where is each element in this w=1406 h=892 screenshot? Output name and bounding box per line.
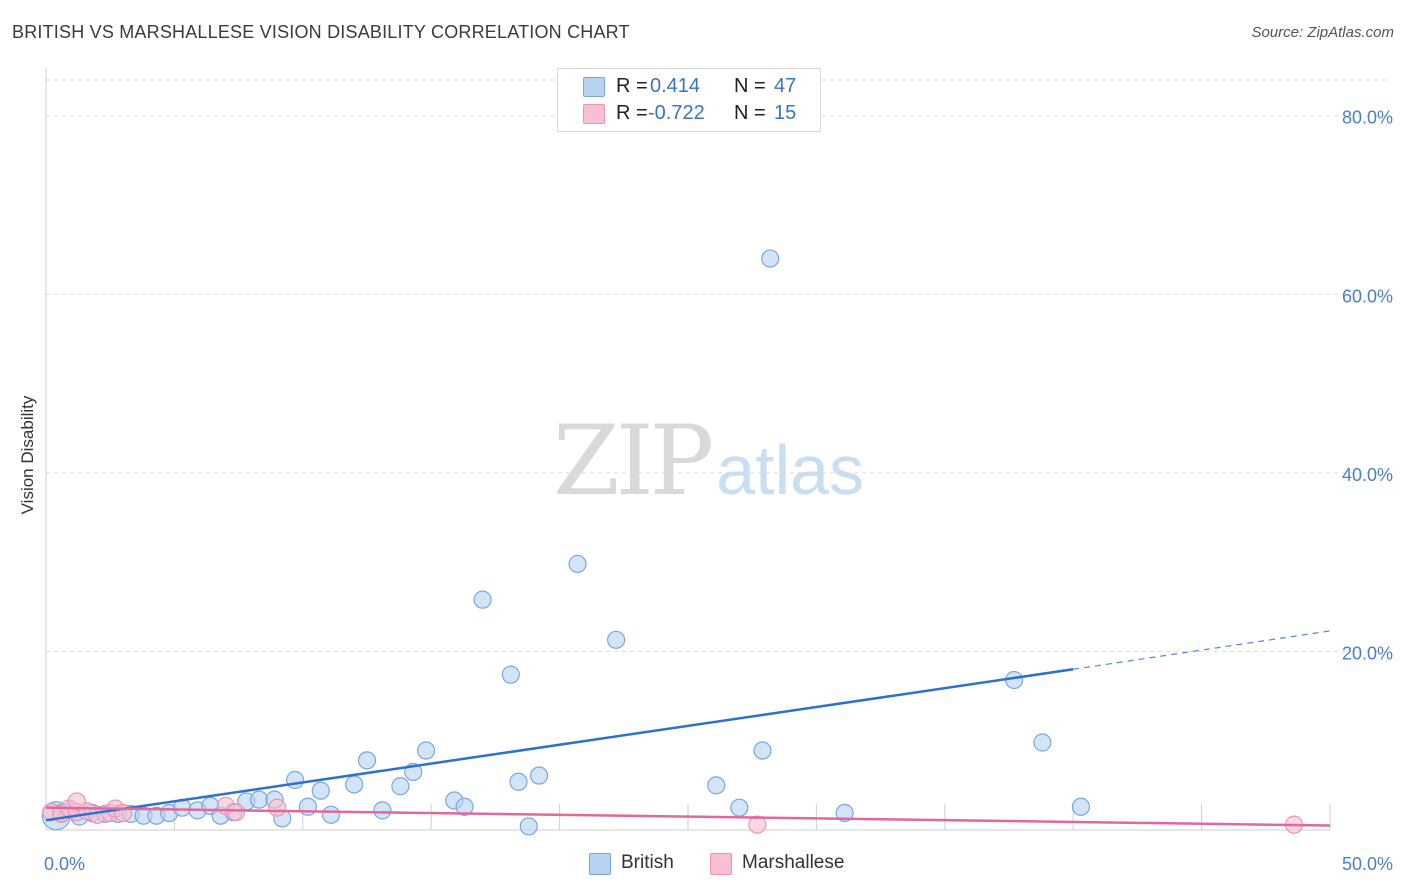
chart-title: BRITISH VS MARSHALLESE VISION DISABILITY…: [12, 22, 630, 42]
watermark: ZIPatlas: [553, 405, 864, 517]
x-tick-label: 0.0%: [44, 854, 85, 874]
british-legend-swatch: [589, 853, 611, 875]
marshallese-point: [67, 792, 86, 811]
marshallese-trend-line: [45, 806, 1331, 827]
marshallese-n-label: N =: [734, 102, 766, 124]
british-point: [250, 790, 269, 809]
marshallese-point: [226, 803, 246, 822]
marshallese-n-value: 15: [774, 102, 797, 124]
source-label: Source: ZipAtlas.com: [1251, 24, 1394, 41]
british-swatch: [583, 77, 605, 97]
marshallese-point: [268, 798, 287, 817]
british-point: [707, 776, 726, 795]
watermark-zip: ZIP: [553, 405, 714, 517]
british-legend-label: British: [621, 852, 674, 873]
british-point: [311, 781, 330, 800]
marshallese-r-label: R =: [616, 102, 648, 124]
british-point: [753, 741, 772, 760]
marshallese-legend-label: Marshallese: [742, 852, 845, 873]
british-points: [41, 249, 1091, 836]
british-point: [730, 798, 749, 817]
british-point: [568, 554, 587, 574]
correlation-legend: R = 0.414 N = 47 R = -0.722 N = 15: [557, 68, 821, 132]
british-point: [357, 751, 377, 770]
british-point: [455, 797, 474, 816]
british-point: [416, 741, 436, 760]
british-point: [501, 665, 520, 684]
british-point: [1033, 733, 1052, 752]
marshallese-point: [748, 815, 767, 834]
british-trend-extension: [1073, 630, 1331, 670]
legend-row-british: R = 0.414 N = 47: [558, 74, 820, 100]
british-r-label: R =: [616, 75, 648, 97]
marshallese-points: [42, 792, 1304, 834]
y-tick-label: 20.0%: [1342, 643, 1393, 663]
british-point: [529, 766, 549, 785]
british-point: [345, 775, 364, 794]
british-trend-line: [45, 668, 1074, 822]
marshallese-legend-swatch: [710, 853, 732, 875]
british-point: [509, 772, 528, 791]
british-point: [519, 817, 538, 836]
legend-row-marshallese: R = -0.722 N = 15: [558, 101, 820, 127]
watermark-atlas: atlas: [716, 431, 865, 509]
marshallese-swatch: [583, 104, 605, 124]
y-axis-label: Vision Disability: [18, 395, 37, 515]
british-point: [606, 630, 626, 649]
series-legend: British Marshallese: [0, 852, 1406, 878]
british-point: [761, 249, 780, 268]
y-tick-label: 40.0%: [1342, 465, 1393, 485]
british-n-value: 47: [774, 75, 797, 97]
british-n-label: N =: [734, 75, 766, 97]
y-tick-label: 80.0%: [1342, 108, 1393, 128]
british-point: [298, 797, 318, 816]
british-r-value: 0.414: [650, 75, 701, 97]
x-tick-label: 50.0%: [1342, 854, 1393, 874]
british-point: [391, 777, 410, 796]
y-tick-label: 60.0%: [1342, 286, 1393, 306]
british-point: [835, 803, 854, 823]
british-point: [473, 590, 492, 609]
british-point: [1071, 797, 1091, 816]
marshallese-r-value: -0.722: [648, 102, 705, 124]
british-point: [321, 805, 341, 824]
british-point: [373, 801, 392, 820]
british-point: [285, 770, 305, 790]
